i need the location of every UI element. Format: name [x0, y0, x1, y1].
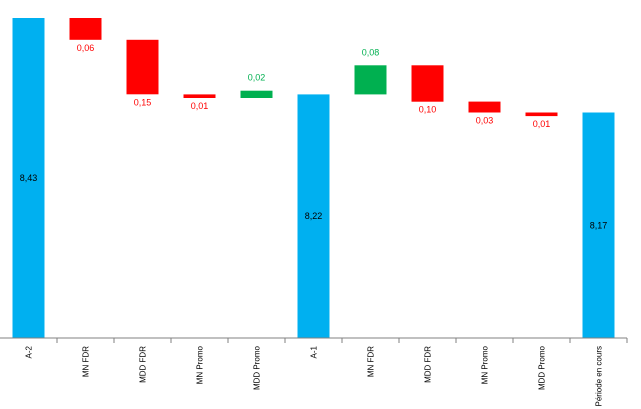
value-label-10: 8,17 — [590, 220, 608, 230]
value-labels-layer: 8,43 0,06 0,15 0,01 0,02 8,22 0,08 0,10 0,03 0,01… — [20, 43, 608, 231]
bar-6 — [354, 65, 387, 95]
value-label-3: 0,01 — [191, 101, 209, 111]
category-label-6: MN FDR — [367, 346, 376, 377]
bar-3 — [183, 94, 216, 98]
category-label-1: MN FDR — [82, 346, 91, 377]
category-label-5: A-1 — [310, 345, 319, 358]
bar-2 — [126, 39, 159, 95]
category-label-9: MDD Promo — [538, 345, 547, 390]
bar-10 — [582, 112, 615, 338]
bars-layer — [12, 18, 615, 339]
value-label-7: 0,10 — [419, 105, 437, 115]
category-label-2: MDD FDR — [139, 346, 148, 383]
category-label-7: MDD FDR — [424, 346, 433, 383]
value-label-1: 0,06 — [77, 43, 95, 53]
category-label-3: MN Promo — [196, 345, 205, 384]
value-label-9: 0,01 — [533, 119, 551, 129]
bar-5 — [297, 94, 330, 339]
bar-7 — [411, 65, 444, 102]
bar-9 — [525, 112, 558, 117]
value-label-2: 0,15 — [134, 97, 152, 107]
category-labels-layer: A-2 MN FDR MDD FDR MN Promo MDD Promo A-1 MN F… — [25, 345, 604, 406]
category-label-10: Période en cours — [595, 346, 604, 406]
bar-4 — [240, 90, 273, 98]
bar-0 — [12, 18, 45, 338]
category-label-4: MDD Promo — [253, 345, 262, 390]
category-label-8: MN Promo — [481, 345, 490, 384]
x-ticks-layer — [56, 338, 628, 343]
value-label-5: 8,22 — [305, 211, 323, 221]
category-label-0: A-2 — [25, 345, 34, 358]
value-label-4: 0,02 — [248, 73, 266, 83]
value-label-0: 8,43 — [20, 173, 38, 183]
value-label-8: 0,03 — [476, 116, 494, 126]
value-label-6: 0,08 — [362, 47, 380, 57]
bar-1 — [69, 18, 102, 40]
bar-8 — [468, 101, 501, 113]
